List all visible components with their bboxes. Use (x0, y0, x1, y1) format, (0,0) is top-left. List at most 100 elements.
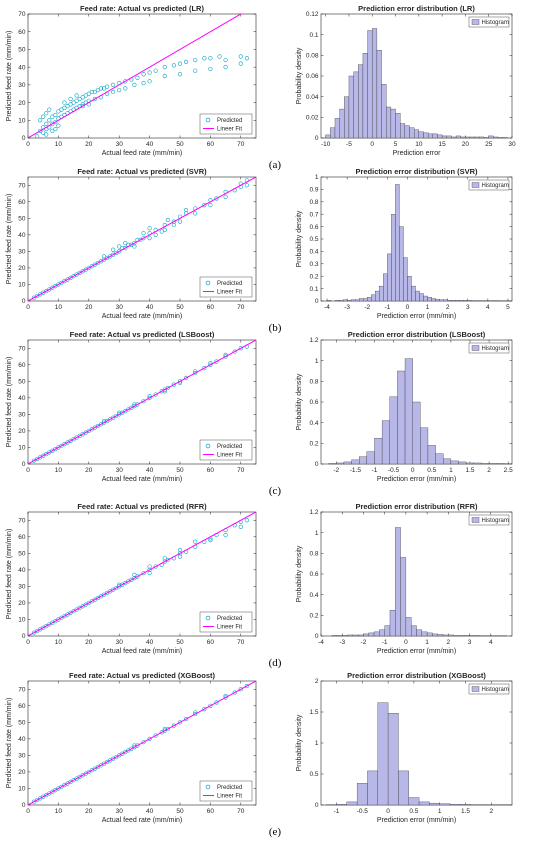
histogram-bar (454, 635, 459, 636)
histogram-bar (448, 635, 453, 636)
histogram-bar (440, 804, 450, 805)
legend-label-fit: Lineer Fit (217, 794, 242, 800)
x-tick-label: 30 (508, 141, 516, 148)
histogram-bar (332, 635, 337, 636)
x-tick-label: 70 (237, 467, 245, 474)
y-tick-label: 60 (18, 29, 26, 36)
y-axis-label: Probability density (296, 373, 303, 430)
panel-label: (d) (269, 657, 282, 669)
y-tick-label: 0.02 (306, 115, 319, 122)
x-tick-label: 60 (207, 467, 215, 474)
x-tick-label: 60 (207, 808, 215, 815)
x-axis-label: Actual feed rate (mm/min) (102, 150, 183, 157)
y-tick-label: 0 (22, 298, 26, 305)
histogram-bar (363, 299, 367, 301)
histogram-bar (391, 214, 395, 301)
histogram-bar (475, 635, 480, 636)
x-tick-label: 30 (116, 808, 124, 815)
x-axis-label: Actual feed rate (mm/min) (102, 476, 183, 483)
histogram-bar (461, 137, 466, 138)
histogram-bar (489, 463, 497, 464)
histogram-bar (452, 300, 456, 301)
histogram-bar (429, 803, 439, 805)
legend-label-fit: Lineer Fit (217, 290, 242, 296)
y-axis-label: Predicted feed rate (mm/min) (6, 529, 13, 620)
histogram-bar (407, 276, 411, 301)
histogram-bar (395, 184, 399, 301)
legend-label: Histogram (482, 183, 509, 189)
x-tick-label: 2 (446, 304, 450, 311)
x-tick-label: -1 (382, 639, 388, 646)
y-tick-label: 30 (18, 82, 26, 89)
histogram-bar (390, 397, 398, 464)
panel-label: (b) (269, 322, 282, 334)
histogram-bar (497, 463, 505, 464)
histogram-bar (336, 463, 344, 464)
x-axis-label: Actual feed rate (mm/min) (102, 648, 183, 655)
x-tick-label: -3 (344, 304, 350, 311)
y-tick-label: 10 (18, 786, 26, 793)
x-tick-label: -1 (372, 467, 378, 474)
histogram-bar (440, 300, 444, 301)
x-tick-label: 60 (207, 141, 215, 148)
x-tick-label: -2 (364, 304, 370, 311)
x-tick-label: 5 (506, 304, 510, 311)
y-tick-label: 0.4 (309, 592, 318, 599)
x-tick-label: 2 (490, 808, 494, 815)
y-tick-label: 0 (22, 802, 26, 809)
legend-swatch (472, 518, 479, 523)
chart-title: Feed rate: Actual vs predicted (RFR) (77, 502, 207, 511)
y-tick-label: 1 (315, 530, 319, 537)
y-tick-label: 0.4 (309, 420, 318, 427)
histogram-bar (369, 633, 374, 636)
histogram-bar (451, 461, 459, 464)
histogram-bar (388, 713, 398, 805)
x-tick-label: 3 (466, 304, 470, 311)
histogram-bar (481, 463, 489, 464)
x-tick-label: 50 (176, 639, 184, 646)
histogram-bar (367, 297, 371, 301)
x-tick-label: 0 (370, 141, 374, 148)
y-tick-label: 0.4 (309, 249, 318, 256)
histogram-bar (351, 300, 355, 301)
histogram-bar (423, 133, 428, 138)
chart-title: Feed rate: Actual vs predicted (XGBoost) (69, 671, 216, 680)
y-tick-label: 0.6 (309, 399, 318, 406)
histogram-bar (397, 371, 405, 464)
histogram-bar (337, 635, 342, 636)
y-axis-label: Probability density (296, 210, 303, 267)
histogram-bar (403, 258, 407, 301)
histogram-bar (367, 771, 377, 805)
panel-label: (c) (269, 485, 282, 497)
x-tick-label: 10 (415, 141, 423, 148)
histogram-bar (503, 137, 508, 138)
y-tick-label: 70 (18, 182, 26, 189)
x-tick-label: 40 (146, 467, 154, 474)
histogram-bar (348, 635, 353, 636)
y-tick-label: 1.2 (309, 337, 318, 344)
y-tick-label: 50 (18, 47, 26, 54)
x-tick-label: 30 (116, 304, 124, 311)
x-tick-label: 70 (237, 639, 245, 646)
x-tick-label: 20 (85, 467, 93, 474)
histogram-bar (354, 72, 359, 138)
x-tick-label: 15 (439, 141, 447, 148)
legend: Histogram (469, 515, 509, 525)
x-tick-label: 60 (207, 304, 215, 311)
histogram-bar (415, 291, 419, 301)
x-tick-label: 2.5 (504, 467, 513, 474)
histogram-bar (330, 128, 335, 138)
x-tick-label: -0.5 (388, 467, 400, 474)
histogram-bar (374, 632, 379, 636)
histogram-bar (391, 109, 396, 138)
histogram-bar (479, 137, 484, 138)
histogram-bar (419, 802, 429, 805)
x-tick-label: -2 (361, 639, 367, 646)
histogram-bar (470, 635, 475, 636)
y-tick-label: 0.5 (309, 236, 318, 243)
chart-title: Prediction error distribution (LSBoost) (348, 330, 486, 339)
x-tick-label: 10 (55, 808, 63, 815)
y-tick-label: 1 (315, 740, 319, 747)
